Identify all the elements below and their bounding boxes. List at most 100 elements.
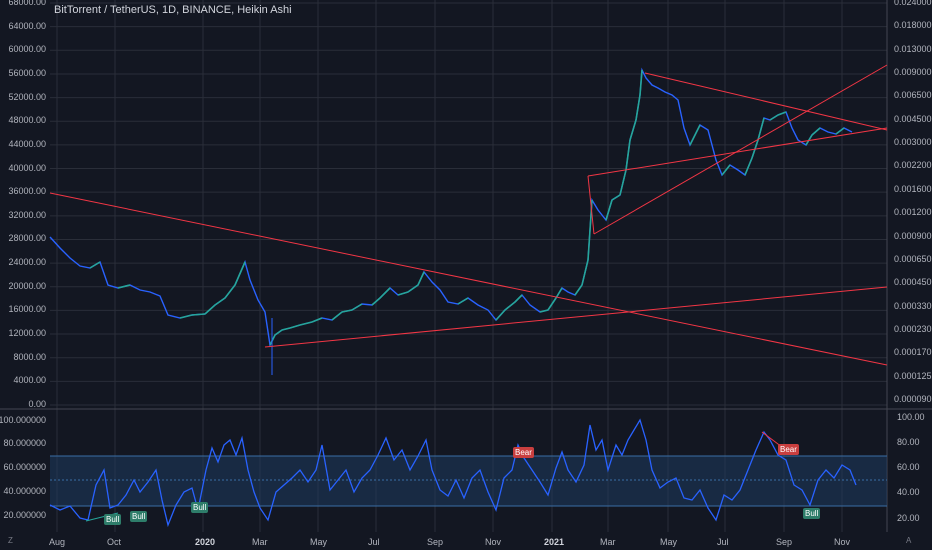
scale-tick-label: 0.000330 bbox=[894, 300, 932, 311]
bullish-candle bbox=[555, 287, 563, 299]
bullish-candle bbox=[625, 139, 631, 171]
bear-signal-tag: Bear bbox=[778, 444, 799, 455]
bull-signal-tag: Bull bbox=[191, 502, 209, 513]
bullish-candle bbox=[191, 313, 206, 316]
zoom-icon[interactable]: Z bbox=[8, 536, 13, 545]
oscillator-line bbox=[49, 418, 857, 528]
oscillator-scale-label: 100.00 bbox=[897, 412, 925, 422]
time-tick-label: Mar bbox=[600, 537, 616, 547]
oscillator-tick-label: 60.000000 bbox=[3, 462, 46, 472]
bullish-candle bbox=[547, 297, 557, 311]
scale-tick-label: 0.001200 bbox=[894, 207, 932, 218]
bullish-candle bbox=[117, 284, 131, 289]
bullish-candle bbox=[371, 297, 381, 306]
price-tick-label: 32000.00 bbox=[8, 209, 46, 220]
symbol-title[interactable]: BitTorrent / TetherUS, 1D, BINANCE, Heik… bbox=[54, 4, 292, 16]
price-tick-label: 20000.00 bbox=[8, 280, 46, 291]
oscillator-scale-label: 80.00 bbox=[897, 437, 920, 447]
price-tick-label: 4000.00 bbox=[13, 375, 46, 386]
time-tick-label: Sep bbox=[776, 537, 793, 547]
price-tick-label: 68000.00 bbox=[8, 0, 46, 7]
bullish-candle bbox=[289, 324, 301, 329]
scale-tick-label: 0.000125 bbox=[894, 370, 932, 381]
auto-scale-icon[interactable]: A bbox=[906, 536, 912, 545]
time-tick-label: Nov bbox=[834, 537, 851, 547]
time-tick-label: Mar bbox=[252, 537, 268, 547]
bullish-candle bbox=[744, 157, 753, 176]
bullish-candle bbox=[274, 329, 283, 336]
scale-tick-label: 0.004500 bbox=[894, 113, 932, 124]
scale-tick-label: 0.018000 bbox=[894, 20, 932, 31]
oscillator-band bbox=[50, 456, 887, 506]
time-tick-label: 2021 bbox=[544, 537, 565, 547]
scale-tick-label: 0.006500 bbox=[894, 90, 932, 101]
oscillator-tick-label: 100.000000 bbox=[0, 415, 46, 425]
time-tick-label: Jul bbox=[717, 537, 729, 547]
scale-tick-label: 0.003000 bbox=[894, 137, 932, 148]
bullish-candle bbox=[639, 69, 643, 96]
bullish-candle bbox=[589, 199, 593, 231]
bullish-candle bbox=[299, 321, 313, 326]
price-tick-label: 64000.00 bbox=[8, 20, 46, 31]
bullish-candle bbox=[635, 94, 641, 121]
bullish-candle bbox=[281, 327, 291, 331]
bullish-candle bbox=[495, 309, 506, 321]
bear-signal-tag: Bear bbox=[513, 447, 534, 458]
price-pane bbox=[50, 0, 887, 408]
bullish-candle bbox=[417, 271, 425, 286]
price-tick-label: 24000.00 bbox=[8, 257, 46, 268]
oscillator-tick-label: 40.000000 bbox=[3, 486, 46, 496]
bullish-candle bbox=[777, 111, 787, 116]
bullish-candle bbox=[397, 291, 409, 296]
scale-tick-label: 0.001600 bbox=[894, 183, 932, 194]
scale-tick-label: 0.000450 bbox=[894, 277, 932, 288]
time-tick-label: May bbox=[310, 537, 328, 547]
scale-tick-label: 0.000090 bbox=[894, 394, 932, 404]
scale-tick-label: 0.000650 bbox=[894, 253, 932, 264]
price-tick-label: 8000.00 bbox=[13, 351, 46, 362]
trendline bbox=[593, 64, 888, 235]
bullish-candle bbox=[514, 294, 523, 303]
oscillator-scale-label: 20.00 bbox=[897, 513, 920, 523]
time-tick-label: Aug bbox=[49, 537, 66, 547]
bullish-candle bbox=[89, 261, 101, 269]
scale-tick-label: 0.024000 bbox=[894, 0, 932, 7]
bullish-candle bbox=[605, 199, 613, 221]
scale-tick-label: 0.002200 bbox=[894, 160, 932, 171]
price-tick-label: 60000.00 bbox=[8, 44, 46, 55]
bullish-candle bbox=[379, 287, 391, 299]
bullish-candle bbox=[811, 127, 821, 136]
bullish-candle bbox=[331, 311, 343, 321]
bullish-candle bbox=[689, 124, 701, 146]
trendline bbox=[644, 72, 888, 131]
price-tick-label: 0.00 bbox=[28, 399, 46, 409]
bullish-candle bbox=[587, 229, 591, 261]
bullish-candle bbox=[611, 194, 621, 201]
price-tick-label: 56000.00 bbox=[8, 67, 46, 78]
bullish-candle bbox=[351, 303, 363, 311]
bullish-candle bbox=[214, 297, 226, 306]
price-tick-label: 28000.00 bbox=[8, 233, 46, 244]
bullish-candle bbox=[581, 259, 589, 286]
time-tick-label: Jul bbox=[368, 537, 380, 547]
time-tick-label: May bbox=[660, 537, 678, 547]
price-tick-label: 40000.00 bbox=[8, 162, 46, 173]
bullish-candle bbox=[224, 284, 236, 299]
time-tick-label: Sep bbox=[427, 537, 444, 547]
oscillator-tick-label: 20.000000 bbox=[3, 510, 46, 520]
bullish-candle bbox=[504, 301, 516, 311]
bullish-candle bbox=[769, 114, 779, 121]
price-tick-label: 44000.00 bbox=[8, 138, 46, 149]
time-tick-label: Oct bbox=[107, 537, 122, 547]
trendline bbox=[587, 175, 595, 235]
price-tick-label: 12000.00 bbox=[8, 328, 46, 339]
scale-tick-label: 0.000170 bbox=[894, 347, 932, 358]
price-tick-label: 48000.00 bbox=[8, 115, 46, 126]
trendline bbox=[49, 192, 888, 366]
oscillator-tick-label: 80.000000 bbox=[3, 438, 46, 448]
scale-tick-label: 0.000900 bbox=[894, 230, 932, 241]
bullish-candle bbox=[805, 134, 813, 146]
bullish-candle bbox=[407, 284, 419, 293]
